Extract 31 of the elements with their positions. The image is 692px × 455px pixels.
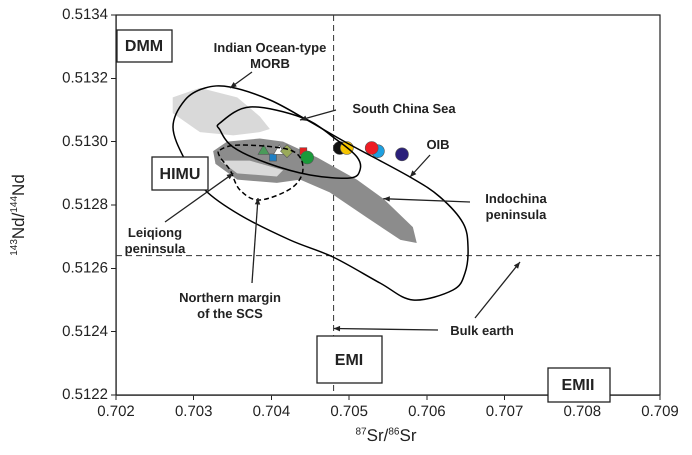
- x-tick-label: 0.705: [330, 403, 368, 420]
- y-tick-label: 0.5130: [62, 132, 108, 150]
- annotation: OIB: [426, 136, 450, 152]
- x-tick-label: 0.708: [564, 403, 602, 420]
- x-tick-label: 0.702: [97, 403, 135, 420]
- annotation: EMI: [334, 352, 364, 368]
- x-tick-label: 0.709: [641, 403, 679, 420]
- point: [300, 150, 314, 164]
- point: [395, 148, 409, 162]
- annotation: Indian Ocean-type MORB: [214, 40, 326, 70]
- y-tick-label: 0.5124: [62, 322, 108, 340]
- annotation: Indochina peninsula: [485, 190, 548, 222]
- x-tick-label: 0.707: [486, 403, 524, 420]
- x-axis-title: $^{87}$Sr/$^{86}$Sr: [356, 426, 416, 445]
- y-tick-label: 0.5126: [62, 259, 108, 276]
- y-tick-label: 0.5134: [62, 6, 108, 24]
- annotation: Northern margin of the SCS: [179, 290, 281, 320]
- point: [269, 154, 277, 162]
- x-tick-label: 0.706: [408, 403, 446, 420]
- annotation: EMII: [562, 376, 594, 394]
- annotation: DMM: [124, 38, 164, 54]
- x-tick-label: 0.703: [174, 403, 212, 420]
- annotation: HIMU: [160, 166, 200, 182]
- y-tick-label: 0.5122: [62, 386, 108, 404]
- y-tick-label: 0.5132: [62, 69, 108, 86]
- annotation: Leiqiong peninsula: [124, 224, 186, 256]
- point: [364, 141, 378, 155]
- x-tick-label: 0.704: [252, 403, 290, 420]
- y-tick-label: 0.5128: [62, 196, 108, 214]
- annotation: South China Sea: [352, 100, 456, 116]
- annotation: Bulk earth: [450, 322, 514, 338]
